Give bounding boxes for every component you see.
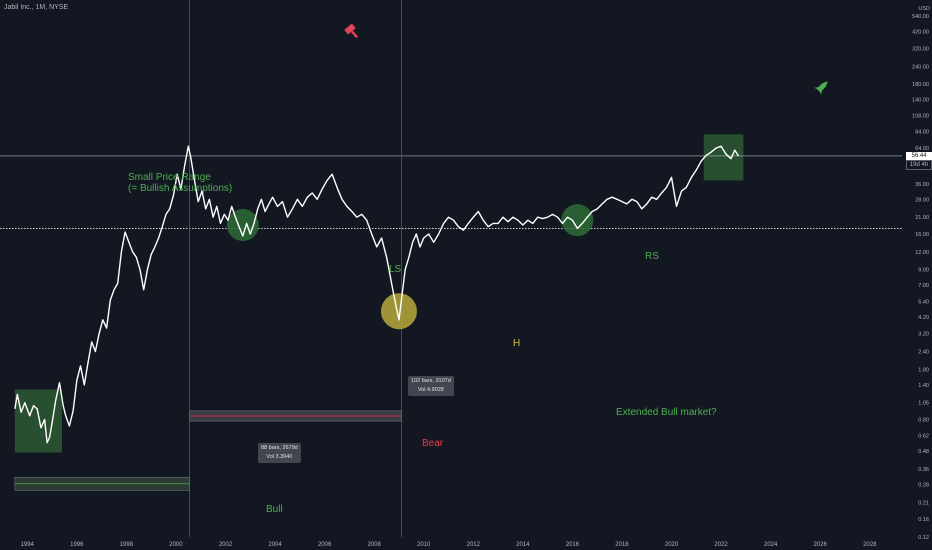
- y-tick-label: 0.62: [918, 433, 929, 439]
- x-tick-label: 1994: [21, 542, 35, 548]
- bull-range-info: 88 bars, 2679d Vol 3.3940: [258, 443, 301, 463]
- left-shoulder-label: LS: [389, 264, 402, 275]
- y-tick-label: 16.00: [915, 232, 929, 238]
- last-price-tag: 56.44 19d 4h: [906, 151, 932, 170]
- y-tick-label: 180.00: [912, 82, 929, 88]
- y-tick-label: 0.16: [918, 517, 929, 523]
- y-tick-label: 240.00: [912, 64, 929, 70]
- bull-label: Bull: [266, 504, 283, 515]
- x-tick-label: 2002: [219, 542, 233, 548]
- bear-range-vol: Vol 4.9028: [417, 387, 444, 393]
- currency-label: USD: [918, 6, 930, 12]
- bull-start-box: [14, 389, 62, 453]
- icons-layer: [344, 23, 828, 95]
- y-tick-label: 4.20: [918, 315, 929, 321]
- y-tick-label: 0.48: [918, 449, 929, 455]
- head-label: H: [513, 338, 521, 349]
- x-tick-label: 2022: [714, 542, 728, 548]
- x-tick-label: 2008: [368, 542, 382, 548]
- y-tick-label: 1.05: [918, 401, 929, 407]
- y-tick-label: 140.00: [912, 98, 929, 104]
- y-tick-label: 21.00: [915, 215, 929, 221]
- vertical-lines-layer: [189, 0, 402, 537]
- price-series-layer: [14, 145, 740, 444]
- price-series-line: [14, 145, 740, 444]
- y-tick-label: 1.80: [918, 367, 929, 373]
- symbol-title: Jabil Inc., 1M, NYSE: [4, 4, 69, 11]
- x-tick-label: 2028: [863, 542, 877, 548]
- small-price-range-label: Small Price Range (= Bullish Assumptions…: [128, 172, 232, 194]
- x-tick-label: 2020: [665, 542, 679, 548]
- x-tick-label: 2024: [764, 542, 778, 548]
- x-tick-label: 2004: [268, 542, 282, 548]
- bear-range-bars: 102 bars, 3107d: [411, 378, 451, 384]
- small-price-range-line1: Small Price Range: [128, 172, 211, 183]
- y-tick-label: 420.00: [912, 30, 929, 36]
- rocket-icon: [814, 81, 828, 95]
- y-tick-label: 5.40: [918, 299, 929, 305]
- y-tick-label: 0.21: [918, 500, 929, 506]
- marker-rs: [561, 204, 594, 237]
- x-tick-label: 1996: [70, 542, 84, 548]
- y-tick-label: 540.00: [912, 14, 929, 20]
- x-tick-label: 2026: [814, 542, 828, 548]
- small-price-range-line2: (= Bullish Assumptions): [128, 183, 233, 194]
- y-tick-label: 0.28: [918, 483, 929, 489]
- x-tick-label: 2014: [516, 542, 530, 548]
- last-price-value: 56.44: [911, 152, 927, 159]
- y-axis: 540.00 420.00 320.00 240.00 180.00 140.00 108.…: [912, 14, 929, 541]
- bear-label: Bear: [422, 438, 444, 449]
- x-tick-label: 2012: [467, 542, 481, 548]
- y-tick-label: 28.00: [915, 197, 929, 203]
- pattern-markers-layer: [226, 204, 594, 330]
- x-tick-label: 2016: [566, 542, 580, 548]
- bull-range-vol: Vol 3.3940: [266, 454, 293, 460]
- y-tick-label: 1.40: [918, 383, 929, 389]
- y-tick-label: 0.12: [918, 535, 929, 541]
- y-tick-label: 9.00: [918, 268, 929, 274]
- y-tick-label: 108.00: [912, 114, 929, 120]
- y-tick-label: 7.00: [918, 283, 929, 289]
- bear-range-info: 102 bars, 3107d Vol 4.9028: [408, 376, 454, 396]
- x-tick-label: 2006: [318, 542, 332, 548]
- horizontal-lines-layer: [0, 155, 902, 229]
- x-tick-label: 1998: [120, 542, 134, 548]
- extended-bull-label: Extended Bull market?: [616, 407, 717, 418]
- gavel-icon: [344, 23, 358, 39]
- x-tick-label: 2010: [417, 542, 431, 548]
- y-tick-label: 0.36: [918, 467, 929, 473]
- bar-countdown: 19d 4h: [906, 159, 932, 170]
- y-tick-label: 12.00: [915, 250, 929, 256]
- x-tick-label: 2000: [169, 542, 183, 548]
- y-tick-label: 3.20: [918, 332, 929, 338]
- y-tick-label: 64.00: [915, 146, 929, 152]
- top-box: [703, 134, 744, 181]
- right-shoulder-label: RS: [645, 251, 659, 262]
- y-tick-label: 36.00: [915, 182, 929, 188]
- measure-ranges-layer: [14, 410, 402, 491]
- y-tick-label: 84.00: [915, 129, 929, 135]
- bull-range-bars: 88 bars, 2679d: [261, 445, 298, 451]
- marker-h: [380, 293, 417, 330]
- x-tick-label: 2018: [615, 542, 629, 548]
- y-tick-label: 0.80: [918, 418, 929, 424]
- zones-layer: [14, 134, 744, 453]
- y-tick-label: 2.40: [918, 349, 929, 355]
- x-axis: 1994 1996 1998 2000 2002 2004 2006 2008 2010 2012…: [21, 542, 878, 548]
- y-tick-label: 320.00: [912, 46, 929, 52]
